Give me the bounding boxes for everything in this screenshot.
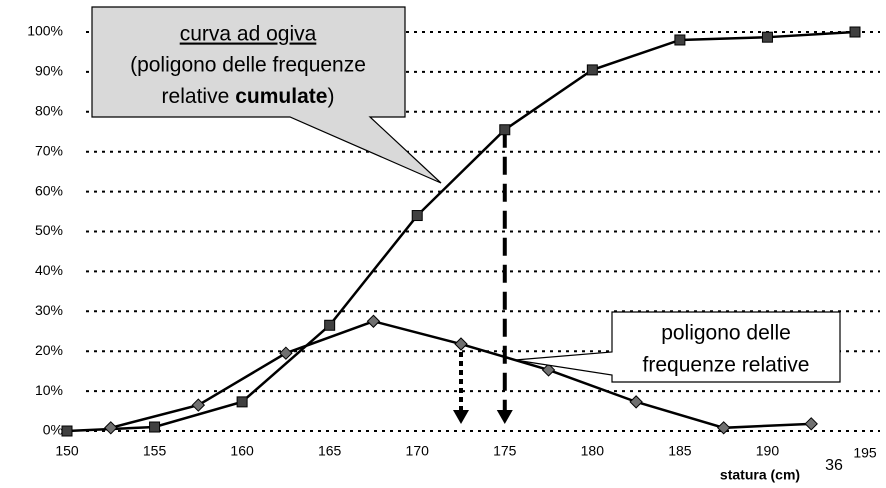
y-tick-label: 80%: [35, 103, 63, 119]
callout-box: [91, 6, 442, 184]
x-tick-label: 170: [406, 443, 430, 459]
y-tick-label: 30%: [35, 302, 63, 318]
point-marker: [499, 124, 511, 136]
point-marker: [541, 363, 556, 377]
callout-text: ): [327, 85, 334, 108]
point-marker: [849, 26, 861, 38]
point-marker: [411, 210, 423, 222]
point-marker: [279, 346, 293, 360]
x-tick-label: 175: [493, 443, 517, 459]
point-marker: [236, 396, 248, 408]
point-marker: [761, 31, 773, 43]
y-tick-label: 10%: [35, 382, 63, 398]
x-tick-label: 160: [230, 443, 254, 459]
callout-box: [514, 311, 841, 383]
plot-area: 0% 10% 20% 30% 40% 50% 60% 70% 80% 90% 100% 150 155 1…: [27, 23, 880, 461]
y-tick-label: 50%: [35, 222, 63, 238]
y-tick-label: 90%: [35, 63, 63, 79]
point-marker: [454, 337, 468, 351]
callout-text: relative cumulate): [162, 85, 335, 108]
point-marker: [366, 314, 381, 328]
point-marker: [716, 421, 731, 435]
callout-text: frequenze relative: [643, 354, 810, 377]
page-number: 36: [825, 457, 843, 474]
arrow-head: [453, 410, 469, 424]
point-marker: [149, 421, 161, 433]
x-tick-label: 195: [853, 445, 877, 461]
callout-text: relative: [162, 85, 230, 108]
point-marker: [674, 34, 686, 46]
y-tick-label: 40%: [35, 262, 63, 278]
x-tick-label: 155: [143, 443, 167, 459]
arrow-head: [496, 410, 513, 424]
callout-text: (poligono delle frequenze: [130, 54, 366, 77]
point-marker: [586, 64, 598, 76]
y-tick-label: 70%: [35, 142, 63, 158]
y-tick-label: 20%: [35, 342, 63, 358]
callout-title: curva ad ogiva: [180, 23, 317, 46]
point-marker: [61, 425, 73, 437]
y-tick-label: 100%: [27, 23, 63, 39]
callout-text: poligono delle: [661, 322, 791, 345]
x-tick-label: 180: [581, 443, 605, 459]
series-line: [66, 30, 856, 433]
callout-text-bold: cumulate: [235, 85, 327, 108]
x-axis-label: statura (cm): [720, 467, 800, 483]
x-tick-label: 190: [756, 443, 780, 459]
y-tick-label: 0%: [43, 422, 63, 438]
point-marker: [104, 421, 118, 435]
x-tick-label: 150: [55, 443, 79, 459]
point-marker: [804, 417, 818, 431]
point-marker: [191, 398, 206, 412]
y-tick-label: 60%: [35, 182, 63, 198]
point-marker: [629, 395, 643, 409]
point-marker: [324, 319, 336, 331]
x-tick-label: 165: [318, 443, 342, 459]
x-tick-label: 185: [668, 443, 692, 459]
